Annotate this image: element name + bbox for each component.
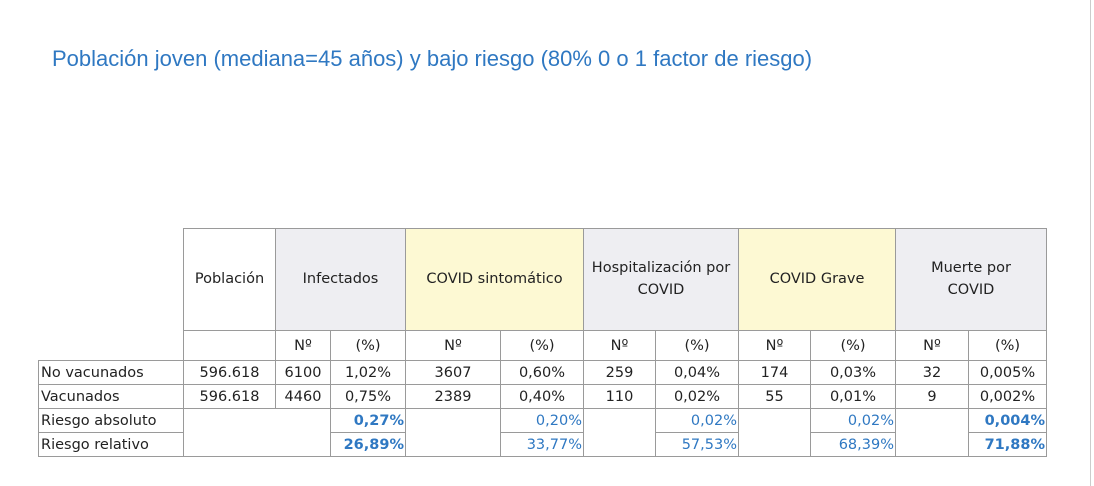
header-muerte: Muerte por COVID — [895, 228, 1047, 331]
row-label: Riesgo absoluto — [38, 408, 184, 433]
cell: 596.618 — [183, 360, 276, 385]
cell: 0,004% — [968, 408, 1047, 433]
cell: 32 — [895, 360, 969, 385]
cell: 6100 — [275, 360, 331, 385]
header-infectados: Infectados — [275, 228, 406, 331]
cell: 596.618 — [183, 384, 276, 409]
cell: 9 — [895, 384, 969, 409]
vaccine-risk-table: Población Infectados COVID sintomático H… — [38, 228, 1047, 457]
cell: 0,02% — [655, 408, 739, 433]
row-label: Riesgo relativo — [38, 432, 184, 457]
cell: 71,88% — [968, 432, 1047, 457]
header-row: Población Infectados COVID sintomático H… — [39, 228, 1047, 331]
cell: 0,03% — [810, 360, 896, 385]
cell: 57,53% — [655, 432, 739, 457]
subheader-pct: (%) — [500, 330, 584, 361]
cell: 259 — [583, 360, 656, 385]
row-label: No vacunados — [38, 360, 184, 385]
cell: 174 — [738, 360, 811, 385]
cell: 1,02% — [330, 360, 406, 385]
subheader-pct: (%) — [330, 330, 406, 361]
cell: 55 — [738, 384, 811, 409]
cell: 33,77% — [500, 432, 584, 457]
riesgo-relativo-row: Riesgo relativo 26,89% 33,77% 57,53% 68,… — [38, 432, 1047, 457]
subheader-pct: (%) — [655, 330, 739, 361]
slide-title: Población joven (mediana=45 años) y bajo… — [52, 46, 813, 71]
cell: 0,04% — [655, 360, 739, 385]
cell: 0,02% — [655, 384, 739, 409]
cell: 0,01% — [810, 384, 896, 409]
cell: 0,20% — [500, 408, 584, 433]
cell: 0,27% — [330, 408, 406, 433]
table-row: No vacunados 596.618 6100 1,02% 3607 0,60%… — [38, 360, 1047, 385]
header-covid-sintomatico: COVID sintomático — [405, 228, 584, 331]
header-poblacion: Población — [183, 228, 276, 331]
subheader-no: Nº — [738, 330, 811, 361]
cell: 2389 — [405, 384, 501, 409]
cell: 0,002% — [968, 384, 1047, 409]
cell: 110 — [583, 384, 656, 409]
subheader-no: Nº — [895, 330, 969, 361]
subheader-row: Nº (%) Nº (%) Nº (%) Nº (%) Nº (%) — [39, 330, 1047, 361]
row-label: Vacunados — [38, 384, 184, 409]
cell: 0,40% — [500, 384, 584, 409]
cell: 3607 — [405, 360, 501, 385]
cell: 26,89% — [330, 432, 406, 457]
cell: 0,60% — [500, 360, 584, 385]
riesgo-absoluto-row: Riesgo absoluto 0,27% 0,20% 0,02% 0,02% … — [38, 408, 1047, 457]
table-row: Vacunados 596.618 4460 0,75% 2389 0,40% 11… — [38, 384, 1047, 409]
cell: 0,75% — [330, 384, 406, 409]
subheader-pct: (%) — [968, 330, 1047, 361]
subheader-no: Nº — [405, 330, 501, 361]
divider — [1090, 0, 1091, 486]
cell: 68,39% — [810, 432, 896, 457]
cell: 4460 — [275, 384, 331, 409]
subheader-no: Nº — [275, 330, 331, 361]
cell: 0,005% — [968, 360, 1047, 385]
header-covid-grave: COVID Grave — [738, 228, 896, 331]
cell: 0,02% — [810, 408, 896, 433]
subheader-no: Nº — [583, 330, 656, 361]
header-hospitalizacion: Hospitalización por COVID — [583, 228, 739, 331]
subheader-pct: (%) — [810, 330, 896, 361]
